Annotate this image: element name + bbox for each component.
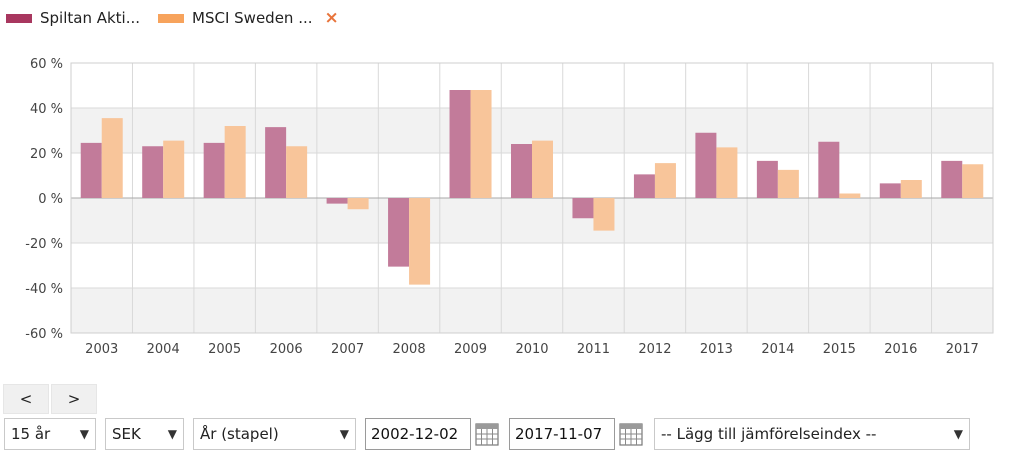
bar-msci	[101, 118, 123, 198]
y-tick-label: -60 %	[25, 327, 63, 342]
bar-msci	[163, 140, 185, 198]
bar-msci	[286, 146, 308, 198]
y-tick-label: 0 %	[38, 192, 63, 207]
y-tick-label: 60 %	[30, 57, 63, 72]
chart-mode-select-value: År (stapel)	[200, 425, 279, 443]
legend-swatch-msci	[158, 13, 185, 23]
chevron-down-icon: ▼	[339, 427, 349, 441]
start-date-input[interactable]: 2002-12-02	[365, 418, 471, 450]
period-select[interactable]: 15 år ▼	[4, 418, 96, 450]
plot-band	[71, 198, 993, 243]
x-tick-label: 2013	[700, 342, 733, 357]
end-date-input[interactable]: 2017-11-07	[509, 418, 615, 450]
x-tick-label: 2005	[208, 342, 241, 357]
bar-spiltan	[695, 132, 717, 198]
bar-msci	[593, 198, 615, 231]
calendar-icon[interactable]	[474, 420, 500, 448]
compare-index-select-value: -- Lägg till jämförelseindex --	[661, 425, 877, 443]
legend-item-spiltan[interactable]: Spiltan Akti...	[6, 9, 140, 27]
x-tick-label: 2004	[147, 342, 180, 357]
x-tick-label: 2014	[761, 342, 794, 357]
compare-index-select[interactable]: -- Lägg till jämförelseindex -- ▼	[654, 418, 970, 450]
remove-series-icon[interactable]: ×	[324, 8, 339, 28]
bar-spiltan	[203, 142, 225, 198]
y-tick-label: 20 %	[30, 147, 63, 162]
period-select-value: 15 år	[11, 425, 51, 443]
plot-band	[71, 288, 993, 333]
bar-spiltan	[265, 127, 287, 198]
prev-period-button[interactable]: <	[3, 384, 49, 414]
bar-msci	[962, 164, 984, 198]
y-tick-label: -20 %	[25, 237, 63, 252]
y-tick-label: -40 %	[25, 282, 63, 297]
bar-msci	[654, 163, 676, 198]
chart-legend: Spiltan Akti... MSCI Sweden ... ×	[6, 8, 339, 28]
bar-msci	[532, 140, 553, 198]
bar-spiltan	[511, 144, 532, 198]
bar-spiltan	[818, 141, 840, 198]
bar-msci	[900, 180, 922, 198]
x-tick-label: 2006	[270, 342, 303, 357]
x-tick-label: 2003	[85, 342, 118, 357]
bar-spiltan	[572, 198, 594, 219]
plot-border	[70, 62, 994, 334]
bar-spiltan	[633, 174, 655, 198]
chart-mode-select[interactable]: År (stapel) ▼	[193, 418, 356, 450]
bar-msci	[347, 198, 369, 210]
bar-msci	[777, 169, 799, 198]
bar-msci	[839, 193, 861, 198]
bar-spiltan	[941, 160, 963, 198]
legend-swatch-spiltan	[6, 13, 32, 23]
legend-item-msci[interactable]: MSCI Sweden ...	[158, 9, 313, 27]
bar-msci	[409, 198, 431, 285]
chevron-down-icon: ▼	[79, 427, 89, 441]
next-period-button[interactable]: >	[51, 384, 97, 414]
x-tick-label: 2010	[515, 342, 548, 357]
chevron-down-icon: ▼	[167, 427, 177, 441]
bar-spiltan	[756, 160, 778, 198]
y-tick-label: 40 %	[30, 102, 63, 117]
x-tick-label: 2016	[884, 342, 917, 357]
x-tick-label: 2011	[577, 342, 610, 357]
legend-label-msci: MSCI Sweden ...	[192, 9, 313, 27]
currency-select-value: SEK	[112, 425, 141, 443]
bar-chart: 60 % 40 % 20 % 0 % -20 % -40 % -60 % 2003 2004 20…	[25, 57, 994, 357]
chevron-down-icon: ▼	[953, 427, 963, 441]
x-tick-label: 2017	[946, 342, 979, 357]
x-tick-label: 2012	[638, 342, 671, 357]
bar-msci	[716, 147, 738, 198]
bar-msci	[224, 126, 246, 198]
x-tick-label: 2007	[331, 342, 364, 357]
bar-spiltan	[80, 142, 102, 198]
currency-select[interactable]: SEK ▼	[105, 418, 184, 450]
bar-spiltan	[449, 90, 471, 198]
bar-spiltan	[388, 198, 410, 267]
x-tick-label: 2009	[454, 342, 487, 357]
bar-msci	[470, 90, 492, 198]
bar-spiltan	[879, 183, 901, 198]
calendar-icon[interactable]	[618, 420, 644, 448]
legend-label-spiltan: Spiltan Akti...	[40, 9, 141, 27]
x-tick-label: 2008	[393, 342, 426, 357]
bar-spiltan	[326, 198, 348, 204]
bar-spiltan	[142, 146, 164, 198]
x-tick-label: 2015	[823, 342, 856, 357]
